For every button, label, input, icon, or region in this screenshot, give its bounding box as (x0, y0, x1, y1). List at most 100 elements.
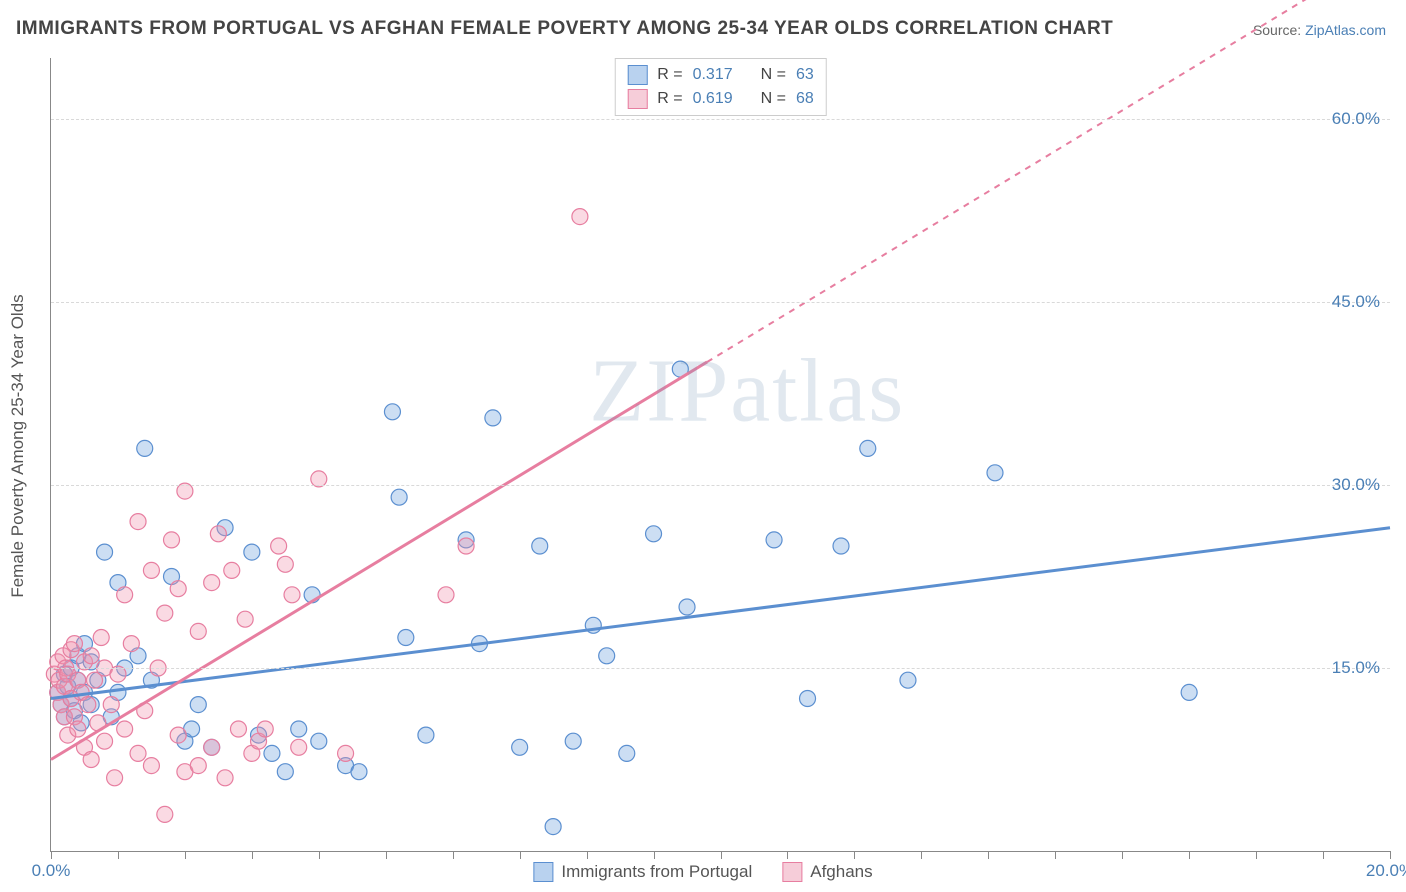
legend-row-afghans: R = 0.619N = 68 (627, 87, 814, 111)
data-point-afghans (130, 745, 146, 761)
legend-r-label: R = (657, 66, 682, 84)
legend-label-afghans: Afghans (810, 862, 872, 882)
data-point-portugal (545, 819, 561, 835)
x-tick-label: 20.0% (1366, 861, 1406, 881)
regression-line-afghans (51, 362, 707, 760)
data-point-afghans (143, 562, 159, 578)
data-point-portugal (565, 733, 581, 749)
gridline (51, 119, 1390, 120)
data-point-afghans (170, 581, 186, 597)
data-point-afghans (271, 538, 287, 554)
legend-n-value-portugal: 63 (796, 66, 814, 84)
data-point-afghans (572, 209, 588, 225)
data-point-afghans (438, 587, 454, 603)
data-point-afghans (284, 587, 300, 603)
data-point-afghans (83, 752, 99, 768)
source-prefix: Source: (1253, 22, 1305, 38)
x-tick (654, 851, 655, 859)
data-point-portugal (532, 538, 548, 554)
data-point-afghans (83, 648, 99, 664)
data-point-portugal (1181, 684, 1197, 700)
data-point-afghans (257, 721, 273, 737)
data-point-afghans (204, 739, 220, 755)
correlation-legend: R = 0.317N = 63R = 0.619N = 68 (614, 58, 827, 116)
data-point-afghans (103, 697, 119, 713)
data-point-afghans (458, 538, 474, 554)
data-point-portugal (277, 764, 293, 780)
legend-item-portugal: Immigrants from Portugal (533, 862, 752, 882)
data-point-afghans (170, 727, 186, 743)
legend-swatch-afghans (782, 862, 802, 882)
legend-n-label: N = (761, 90, 786, 108)
legend-r-label: R = (657, 90, 682, 108)
legend-label-portugal: Immigrants from Portugal (561, 862, 752, 882)
data-point-afghans (204, 575, 220, 591)
data-point-portugal (646, 526, 662, 542)
data-point-afghans (190, 623, 206, 639)
data-point-afghans (97, 733, 113, 749)
data-point-portugal (833, 538, 849, 554)
data-point-afghans (123, 636, 139, 652)
data-point-afghans (107, 770, 123, 786)
legend-swatch-portugal (533, 862, 553, 882)
x-tick (453, 851, 454, 859)
data-point-afghans (143, 758, 159, 774)
data-point-afghans (117, 721, 133, 737)
data-point-portugal (987, 465, 1003, 481)
x-tick (787, 851, 788, 859)
legend-r-value-afghans: 0.619 (693, 90, 733, 108)
x-tick (1323, 851, 1324, 859)
legend-n-label: N = (761, 66, 786, 84)
data-point-afghans (338, 745, 354, 761)
x-tick (118, 851, 119, 859)
data-point-afghans (70, 721, 86, 737)
legend-r-value-portugal: 0.317 (693, 66, 733, 84)
y-axis-label: Female Poverty Among 25-34 Year Olds (8, 294, 28, 597)
data-point-portugal (311, 733, 327, 749)
x-tick-label: 0.0% (32, 861, 71, 881)
x-tick (587, 851, 588, 859)
x-tick (386, 851, 387, 859)
data-point-afghans (157, 806, 173, 822)
data-point-portugal (599, 648, 615, 664)
series-legend: Immigrants from Portugal Afghans (533, 862, 872, 882)
data-point-portugal (291, 721, 307, 737)
data-point-portugal (264, 745, 280, 761)
x-tick (520, 851, 521, 859)
data-point-portugal (391, 489, 407, 505)
data-point-afghans (210, 526, 226, 542)
source-link[interactable]: ZipAtlas.com (1305, 22, 1386, 38)
data-point-afghans (130, 514, 146, 530)
x-tick (1055, 851, 1056, 859)
gridline (51, 302, 1390, 303)
x-tick (1390, 851, 1391, 859)
data-point-portugal (619, 745, 635, 761)
x-tick (252, 851, 253, 859)
data-point-afghans (291, 739, 307, 755)
chart-title: IMMIGRANTS FROM PORTUGAL VS AFGHAN FEMAL… (16, 18, 1113, 40)
gridline (51, 668, 1390, 669)
source-attribution: Source: ZipAtlas.com (1253, 22, 1386, 38)
plot-area: R = 0.317N = 63R = 0.619N = 68 ZIPatlas … (50, 58, 1390, 852)
legend-swatch-portugal (627, 65, 647, 85)
data-point-afghans (164, 532, 180, 548)
data-point-afghans (80, 697, 96, 713)
data-point-portugal (137, 440, 153, 456)
data-point-portugal (398, 630, 414, 646)
x-tick (988, 851, 989, 859)
x-tick (319, 851, 320, 859)
data-point-afghans (217, 770, 233, 786)
x-tick (1256, 851, 1257, 859)
y-tick-label: 60.0% (1332, 109, 1380, 129)
legend-item-afghans: Afghans (782, 862, 872, 882)
data-point-portugal (384, 404, 400, 420)
data-point-afghans (117, 587, 133, 603)
data-point-afghans (224, 562, 240, 578)
x-tick (1189, 851, 1190, 859)
data-point-portugal (485, 410, 501, 426)
gridline (51, 485, 1390, 486)
data-point-afghans (157, 605, 173, 621)
data-point-portugal (679, 599, 695, 615)
legend-row-portugal: R = 0.317 N = 63 (627, 63, 814, 87)
data-point-portugal (800, 691, 816, 707)
